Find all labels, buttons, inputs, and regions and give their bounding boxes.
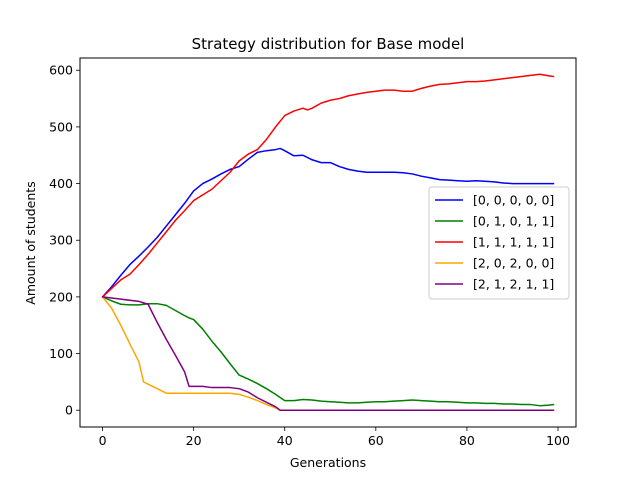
- legend-label: [2, 0, 2, 0, 0]: [473, 256, 554, 271]
- y-tick-label: 100: [49, 346, 73, 361]
- y-tick-label: 0: [65, 403, 73, 418]
- series-layer: [101, 73, 555, 411]
- x-tick-label: 100: [546, 433, 570, 448]
- chart-title: Strategy distribution for Base model: [192, 35, 465, 53]
- series-line-0: [101, 147, 555, 298]
- legend-label: [0, 0, 0, 0, 0]: [473, 193, 554, 208]
- y-axis: 0 100 200 300 400 500 600: [49, 63, 80, 418]
- series-line-1: [101, 295, 555, 407]
- y-axis-label: Amount of students: [23, 181, 38, 304]
- x-tick-label: 80: [459, 433, 475, 448]
- x-tick-label: 40: [277, 433, 293, 448]
- legend: [0, 0, 0, 0, 0] [0, 1, 0, 1, 1] [1, 1, 1, …: [428, 186, 570, 300]
- y-tick-label: 300: [49, 233, 73, 248]
- plot-frame: [79, 57, 577, 428]
- x-tick-label: 0: [99, 433, 107, 448]
- series-line-2: [101, 73, 555, 298]
- x-axis: 0 20 40 60 80 100: [99, 427, 570, 448]
- x-tick-label: 60: [368, 433, 384, 448]
- legend-label: [1, 1, 1, 1, 1]: [473, 235, 554, 250]
- y-tick-label: 200: [49, 289, 73, 304]
- y-tick-label: 500: [49, 119, 73, 134]
- legend-box: [428, 186, 570, 300]
- legend-label: [0, 1, 0, 1, 1]: [473, 214, 554, 229]
- legend-label: [2, 1, 2, 1, 1]: [473, 277, 554, 292]
- y-tick-label: 400: [49, 176, 73, 191]
- y-tick-label: 600: [49, 63, 73, 78]
- x-tick-label: 20: [186, 433, 202, 448]
- series-line-4: [101, 296, 555, 411]
- x-axis-label: Generations: [290, 455, 366, 470]
